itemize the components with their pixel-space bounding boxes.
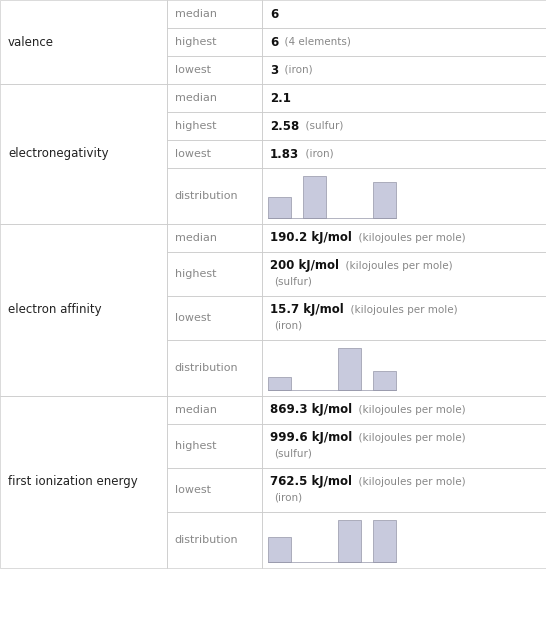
Text: median: median (175, 9, 217, 19)
Bar (262, 168, 546, 224)
Bar (268, 377, 292, 390)
Bar (0, 224, 167, 396)
Text: 3: 3 (270, 64, 278, 76)
Bar (262, 424, 546, 468)
Text: (sulfur): (sulfur) (274, 449, 312, 459)
Text: highest: highest (175, 269, 216, 279)
Bar (303, 176, 326, 218)
Text: (sulfur): (sulfur) (274, 277, 312, 287)
Text: (iron): (iron) (274, 321, 302, 331)
Bar (167, 112, 262, 140)
Text: distribution: distribution (175, 191, 238, 201)
Text: 999.6 kJ/mol: 999.6 kJ/mol (270, 432, 352, 445)
Bar (262, 468, 546, 512)
Text: valence: valence (8, 35, 54, 49)
Text: 6: 6 (270, 8, 278, 21)
Bar (262, 56, 546, 84)
Bar (372, 371, 396, 390)
Text: 1.83: 1.83 (270, 147, 299, 161)
Bar (262, 0, 546, 28)
Text: (4 elements): (4 elements) (278, 37, 351, 47)
Bar (0, 84, 167, 224)
Text: (kilojoules per mole): (kilojoules per mole) (352, 405, 466, 415)
Text: distribution: distribution (175, 535, 238, 545)
Bar (167, 396, 262, 424)
Bar (262, 224, 546, 252)
Text: (kilojoules per mole): (kilojoules per mole) (352, 477, 466, 487)
Bar (262, 512, 546, 568)
Text: (kilojoules per mole): (kilojoules per mole) (352, 433, 466, 443)
Text: highest: highest (175, 37, 216, 47)
Text: median: median (175, 405, 217, 415)
Text: (iron): (iron) (299, 149, 334, 159)
Bar (262, 340, 546, 396)
Bar (262, 28, 546, 56)
Text: (kilojoules per mole): (kilojoules per mole) (352, 233, 466, 243)
Text: lowest: lowest (175, 149, 211, 159)
Bar (167, 84, 262, 112)
Bar (338, 348, 361, 390)
Text: highest: highest (175, 121, 216, 131)
Bar (262, 296, 546, 340)
Bar (0, 396, 167, 568)
Text: 2.58: 2.58 (270, 120, 299, 132)
Text: (kilojoules per mole): (kilojoules per mole) (344, 305, 458, 315)
Bar (167, 224, 262, 252)
Text: 2.1: 2.1 (270, 91, 291, 105)
Bar (167, 252, 262, 296)
Text: 762.5 kJ/mol: 762.5 kJ/mol (270, 476, 352, 488)
Bar (262, 396, 546, 424)
Bar (372, 520, 396, 562)
Text: distribution: distribution (175, 363, 238, 373)
Bar (268, 197, 292, 218)
Bar (262, 140, 546, 168)
Text: 15.7 kJ/mol: 15.7 kJ/mol (270, 304, 344, 316)
Bar (167, 140, 262, 168)
Text: 6: 6 (270, 35, 278, 49)
Text: (iron): (iron) (278, 65, 313, 75)
Bar (167, 28, 262, 56)
Text: lowest: lowest (175, 485, 211, 495)
Bar (338, 520, 361, 562)
Text: (iron): (iron) (274, 493, 302, 503)
Text: electron affinity: electron affinity (8, 304, 102, 316)
Bar (167, 512, 262, 568)
Bar (167, 468, 262, 512)
Bar (262, 84, 546, 112)
Text: 869.3 kJ/mol: 869.3 kJ/mol (270, 403, 352, 416)
Bar (167, 340, 262, 396)
Bar (372, 182, 396, 218)
Text: 200 kJ/mol: 200 kJ/mol (270, 260, 339, 273)
Text: median: median (175, 233, 217, 243)
Bar (262, 112, 546, 140)
Bar (262, 252, 546, 296)
Bar (167, 424, 262, 468)
Text: highest: highest (175, 441, 216, 451)
Bar (268, 537, 292, 562)
Text: (kilojoules per mole): (kilojoules per mole) (339, 261, 453, 271)
Text: first ionization energy: first ionization energy (8, 476, 138, 488)
Bar (0, 0, 167, 84)
Text: electronegativity: electronegativity (8, 147, 109, 161)
Text: (sulfur): (sulfur) (299, 121, 343, 131)
Bar (167, 0, 262, 28)
Text: lowest: lowest (175, 65, 211, 75)
Text: 190.2 kJ/mol: 190.2 kJ/mol (270, 231, 352, 244)
Text: lowest: lowest (175, 313, 211, 323)
Bar (167, 56, 262, 84)
Bar (167, 296, 262, 340)
Text: median: median (175, 93, 217, 103)
Bar (167, 168, 262, 224)
